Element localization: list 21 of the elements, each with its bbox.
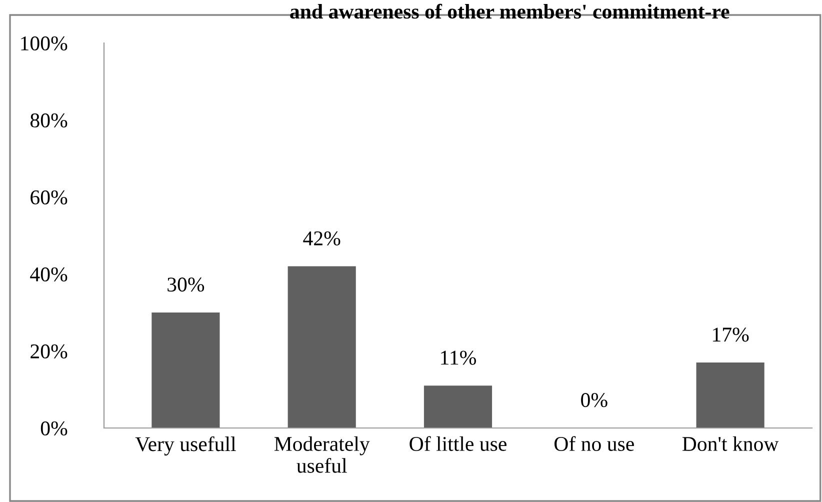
y-tick-label: 100% (21, 36, 68, 50)
bar (152, 312, 220, 428)
x-tick-label: Don't know (682, 436, 779, 451)
x-tick-label: Very usefull (135, 436, 236, 456)
x-tick-label: Moderately useful (274, 436, 370, 473)
y-tick-label: 40% (30, 267, 68, 282)
data-label: 17% (713, 328, 749, 342)
bar (424, 386, 492, 428)
data-label: 11% (441, 350, 476, 365)
bar (288, 266, 356, 428)
data-label: 0% (581, 393, 608, 408)
x-tick-label: Of no use (554, 436, 634, 451)
y-tick-label: 20% (30, 344, 68, 358)
y-tick-label: 0% (40, 421, 68, 436)
data-label: 30% (168, 278, 204, 292)
chart-title: and awareness of other members' commitment-re (290, 4, 730, 19)
y-tick-label: 60% (30, 190, 68, 204)
y-tick-label: 80% (30, 113, 68, 128)
data-label: 42% (303, 231, 340, 246)
x-tick-label: Of little use (410, 436, 506, 451)
bar (696, 362, 764, 428)
